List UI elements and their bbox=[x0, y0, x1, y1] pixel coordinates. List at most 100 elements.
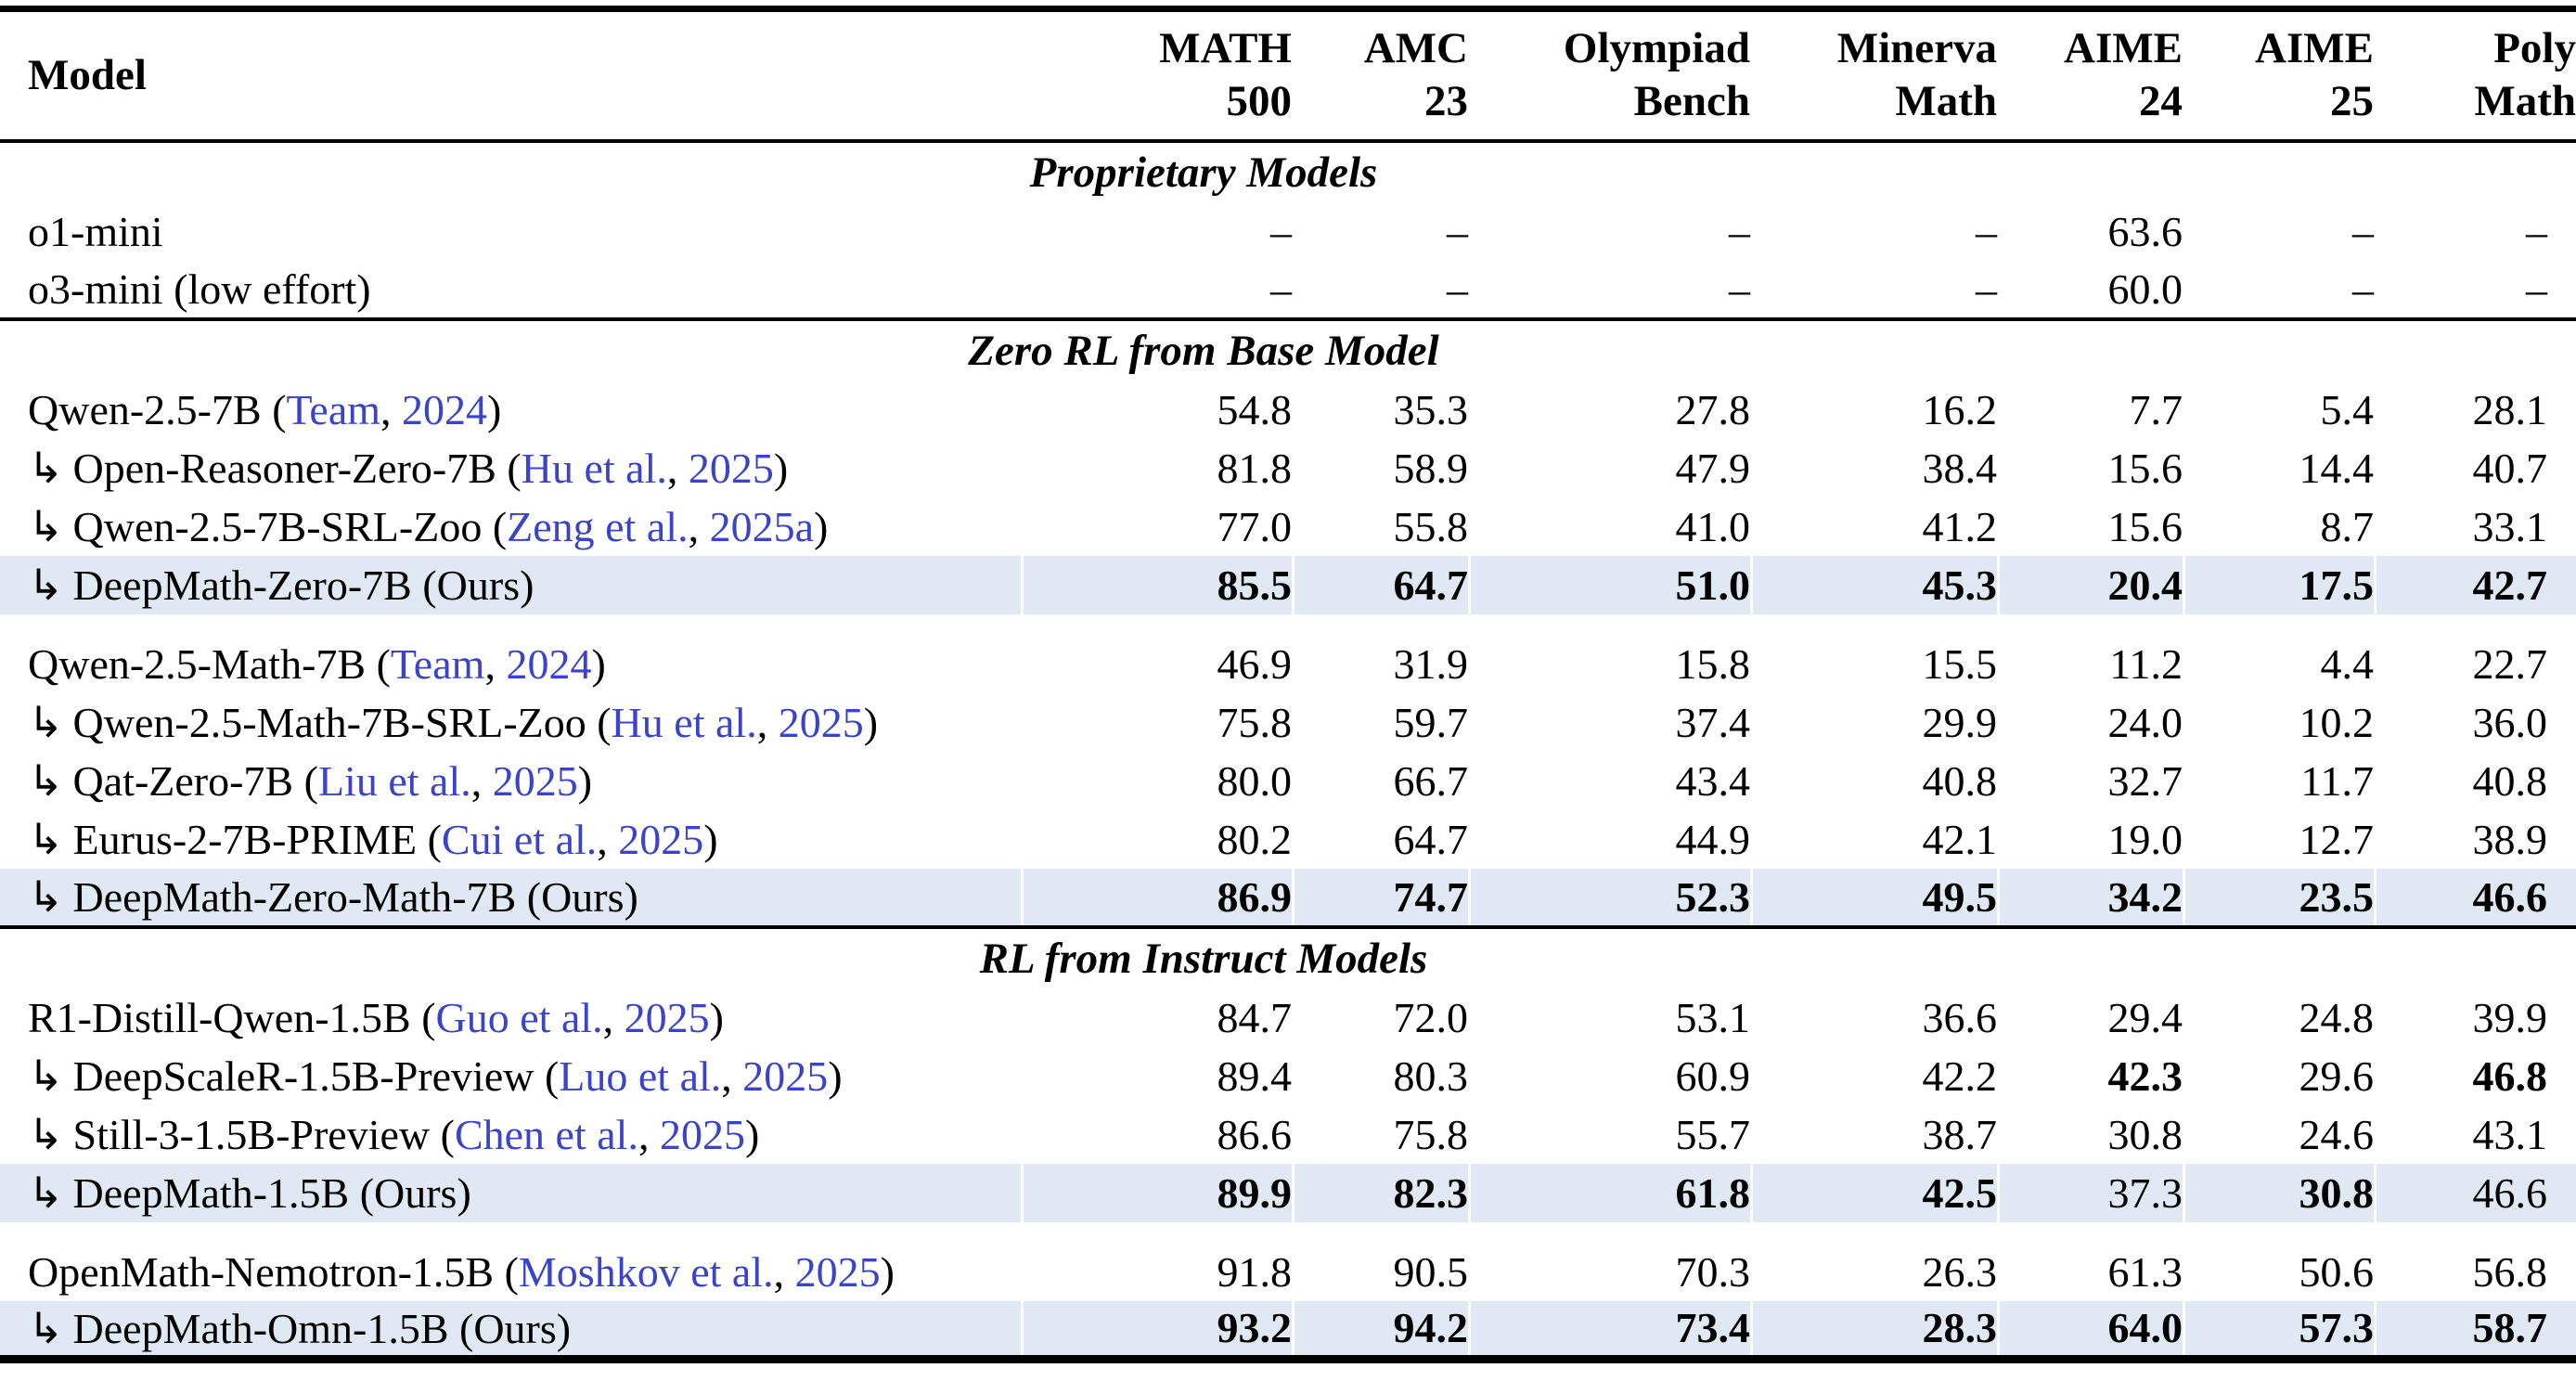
score-cell: 51.0 bbox=[1468, 555, 1750, 614]
citation-link-authors[interactable]: Moshkov et al. bbox=[518, 1247, 774, 1296]
score-cell: 41.2 bbox=[1922, 502, 1998, 550]
column-header-line1: AIME bbox=[2064, 24, 2183, 73]
score-cell: 81.8 bbox=[1217, 444, 1293, 492]
citation-link-authors[interactable]: Guo et al. bbox=[435, 993, 603, 1041]
score-cell: 4.4 bbox=[2320, 639, 2375, 688]
score-cell: 37.4 bbox=[1675, 698, 1751, 746]
column-header-minerva-math: Minerva Math bbox=[1750, 9, 1997, 141]
citation-link-authors[interactable]: Team bbox=[286, 385, 381, 433]
citation-open-paren: ( bbox=[261, 385, 287, 433]
section-header-row: Proprietary Models bbox=[0, 140, 2576, 202]
model-name-cell: ↳ Eurus-2-7B-PRIME (Cui et al., 2025) bbox=[0, 810, 1021, 869]
score-cell: 29.6 bbox=[2299, 1052, 2375, 1100]
score-cell: 46.8 bbox=[2472, 1052, 2548, 1100]
score-cell: 54.8 bbox=[1217, 385, 1293, 433]
citation-link-year[interactable]: 2025 bbox=[492, 757, 578, 805]
column-header-line1: AIME bbox=[2255, 24, 2374, 73]
score-cell: 11.7 bbox=[2300, 756, 2374, 805]
indent-arrow-icon: ↳ bbox=[28, 873, 64, 921]
score-cell: 55.7 bbox=[1675, 1110, 1751, 1158]
model-name: DeepMath-Zero-7B (Ours) bbox=[72, 561, 535, 609]
citation-link-authors[interactable]: Hu et al. bbox=[611, 699, 757, 746]
score-cell: 5.4 bbox=[2320, 385, 2375, 433]
results-table: Model MATH 500 AMC 23 Olympiad Bench Minerva Ma… bbox=[0, 6, 2576, 1363]
citation-link-year[interactable]: 2025 bbox=[688, 445, 774, 492]
table-row: o3-mini (low effort) – – – – 60.0 – – bbox=[0, 261, 2576, 319]
score-cell: 80.3 bbox=[1393, 1052, 1469, 1100]
score-cell: 61.3 bbox=[2107, 1247, 2183, 1296]
citation-comma: , bbox=[602, 993, 625, 1041]
score-cell: 42.1 bbox=[1922, 815, 1998, 863]
table-row: ↳ Qwen-2.5-Math-7B-SRL-Zoo (Hu et al., 20… bbox=[0, 693, 2576, 752]
column-header-poly-math: Poly Math bbox=[2374, 9, 2576, 141]
section-title: Proprietary Models bbox=[1029, 148, 1378, 197]
score-cell: 56.8 bbox=[2472, 1247, 2548, 1296]
citation-link-authors[interactable]: Team bbox=[390, 639, 485, 688]
score-cell: 73.4 bbox=[1468, 1300, 1750, 1360]
citation-comma: , bbox=[484, 639, 507, 688]
table-row: ↳ Eurus-2-7B-PRIME (Cui et al., 2025) 80.2… bbox=[0, 810, 2576, 869]
score-cell: 64.0 bbox=[1997, 1300, 2183, 1360]
score-cell: – bbox=[1270, 265, 1292, 313]
citation-link-year[interactable]: 2024 bbox=[402, 385, 488, 433]
score-cell: – bbox=[1447, 207, 1468, 255]
indent-arrow-icon: ↳ bbox=[28, 1111, 64, 1158]
model-name: Qat-Zero-7B bbox=[72, 757, 294, 805]
model-name: OpenMath-Nemotron-1.5B bbox=[28, 1247, 495, 1296]
score-cell: 29.9 bbox=[1922, 698, 1998, 746]
column-header-line1: AMC bbox=[1363, 24, 1468, 73]
score-cell: 49.5 bbox=[1750, 868, 1997, 927]
citation-open-paren: ( bbox=[534, 1052, 560, 1100]
citation-open-paren: ( bbox=[430, 1111, 455, 1158]
score-cell: 17.5 bbox=[2183, 555, 2374, 614]
score-cell: 43.4 bbox=[1675, 756, 1751, 805]
citation-comma: , bbox=[470, 757, 493, 805]
citation-close-paren: ) bbox=[828, 1052, 843, 1100]
score-cell: – bbox=[1447, 265, 1468, 313]
citation-link-year[interactable]: 2025 bbox=[742, 1052, 829, 1100]
score-cell: – bbox=[1729, 265, 1750, 313]
model-name: Qwen-2.5-Math-7B-SRL-Zoo bbox=[72, 699, 586, 746]
score-cell: 89.9 bbox=[1021, 1163, 1292, 1222]
citation-comma: , bbox=[666, 445, 689, 492]
citation-comma: , bbox=[380, 385, 403, 433]
citation-open-paren: ( bbox=[482, 503, 508, 550]
score-cell: 84.7 bbox=[1217, 993, 1293, 1041]
score-cell: 35.3 bbox=[1393, 385, 1469, 433]
model-name-cell: ↳ Qat-Zero-7B (Liu et al., 2025) bbox=[0, 752, 1021, 810]
model-name: o1-mini bbox=[28, 207, 163, 255]
citation-open-paren: ( bbox=[293, 757, 318, 805]
citation-comma: , bbox=[773, 1247, 795, 1296]
citation-open-paren: ( bbox=[366, 639, 391, 688]
citation-link-authors[interactable]: Luo et al. bbox=[559, 1052, 722, 1100]
indent-arrow-icon: ↳ bbox=[28, 699, 64, 746]
citation-link-authors[interactable]: Cui et al. bbox=[441, 816, 598, 863]
citation-link-year[interactable]: 2025 bbox=[618, 816, 704, 863]
score-cell: 8.7 bbox=[2320, 502, 2375, 550]
citation-link-authors[interactable]: Hu et al. bbox=[521, 445, 667, 492]
citation-link-year[interactable]: 2025 bbox=[778, 699, 864, 746]
citation-link-authors[interactable]: Liu et al. bbox=[317, 757, 471, 805]
citation-link-year[interactable]: 2024 bbox=[506, 639, 592, 688]
score-cell: 14.4 bbox=[2299, 444, 2375, 492]
score-cell: 58.7 bbox=[2374, 1300, 2576, 1360]
table-row: ↳ Qat-Zero-7B (Liu et al., 2025) 80.0 66.7 4… bbox=[0, 752, 2576, 810]
score-cell: 82.3 bbox=[1292, 1163, 1468, 1222]
citation-link-year[interactable]: 2025 bbox=[794, 1247, 881, 1296]
citation-link-authors[interactable]: Chen et al. bbox=[454, 1111, 638, 1158]
column-header-line2: 500 bbox=[1226, 77, 1293, 126]
score-cell: 20.4 bbox=[1997, 555, 2183, 614]
score-cell: – bbox=[2352, 207, 2374, 255]
citation-link-year[interactable]: 2025 bbox=[659, 1111, 745, 1158]
table-row: R1-Distill-Qwen-1.5B (Guo et al., 2025) 8… bbox=[0, 988, 2576, 1047]
citation-link-year[interactable]: 2025 bbox=[624, 993, 710, 1041]
citation-link-year[interactable]: 2025a bbox=[709, 503, 814, 550]
score-cell: 93.2 bbox=[1021, 1300, 1292, 1360]
citation-close-paren: ) bbox=[703, 816, 718, 863]
citation-link-authors[interactable]: Zeng et al. bbox=[507, 503, 689, 550]
score-cell: 23.5 bbox=[2183, 868, 2374, 927]
score-cell: 42.5 bbox=[1750, 1163, 1997, 1222]
score-cell: 66.7 bbox=[1393, 756, 1469, 805]
citation-close-paren: ) bbox=[744, 1111, 760, 1158]
